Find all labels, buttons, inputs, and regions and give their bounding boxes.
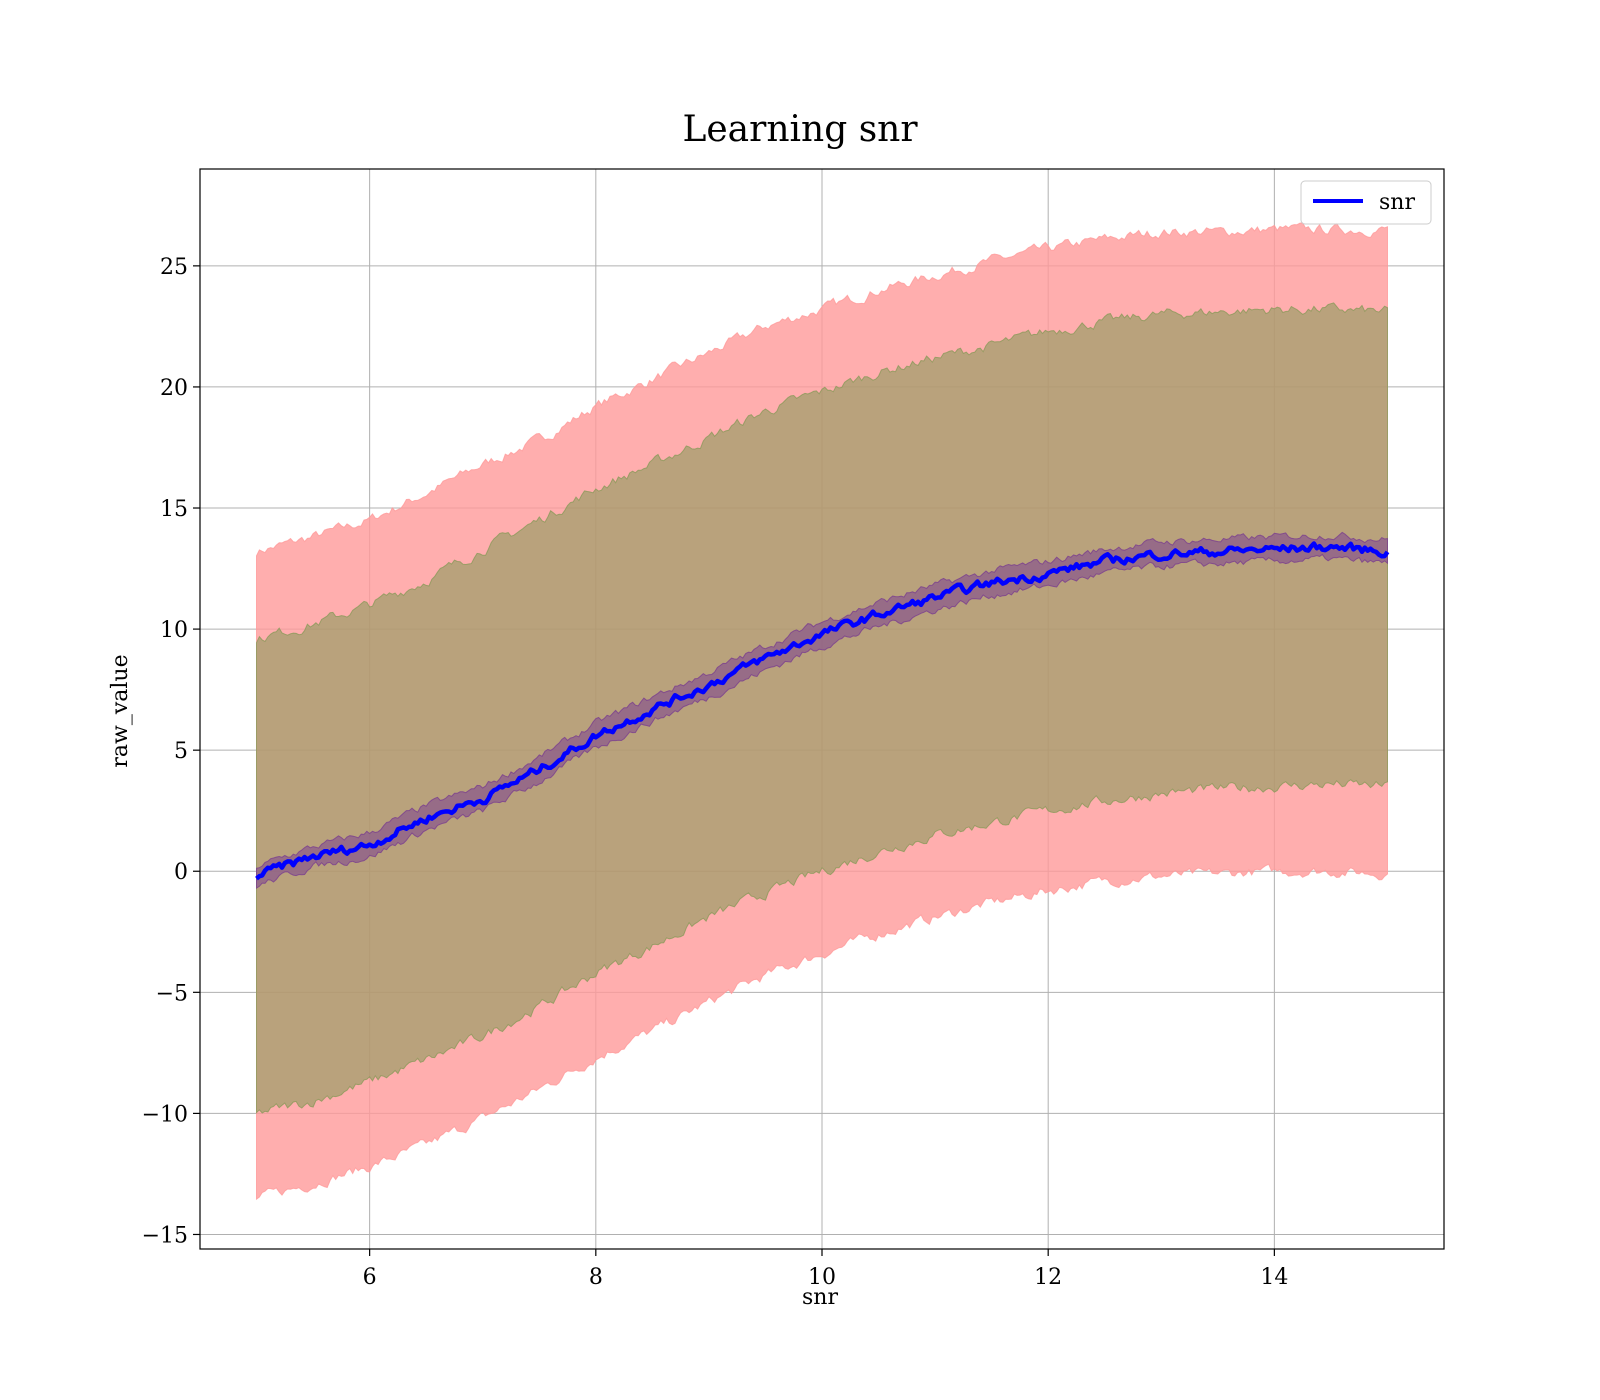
x-tick-label: 14 [1260, 1265, 1288, 1290]
x-axis-label: snr [802, 1285, 838, 1310]
y-tick-label: 10 [160, 618, 188, 643]
x-tick-label: 12 [1034, 1265, 1062, 1290]
y-tick-label: 15 [160, 497, 188, 522]
y-axis-ticks: −15 −10 −5 0 5 10 15 20 25 [142, 255, 200, 1248]
band-inner [256, 531, 1388, 889]
band-layer [256, 222, 1388, 1201]
y-tick-label: 0 [174, 860, 188, 885]
legend: snr [1300, 180, 1432, 225]
y-tick-label: 5 [174, 739, 188, 764]
y-tick-label: 20 [160, 376, 188, 401]
y-tick-label: −5 [156, 981, 188, 1006]
x-tick-label: 8 [589, 1265, 603, 1290]
band-mid [256, 302, 1388, 1114]
y-tick-label: −15 [142, 1223, 188, 1248]
x-axis-ticks: 6 8 10 12 14 [363, 1249, 1288, 1290]
legend-label-snr: snr [1379, 190, 1415, 215]
legend-box [1300, 180, 1432, 225]
x-tick-label: 6 [363, 1265, 377, 1290]
x-tick-label: 10 [808, 1265, 836, 1290]
series-line-snr [255, 541, 1390, 881]
y-axis-label: raw_value [108, 654, 133, 767]
y-tick-label: −10 [142, 1102, 188, 1127]
y-tick-label: 25 [160, 255, 188, 280]
line-layer [255, 541, 1390, 881]
chart-title: Learning snr [682, 109, 918, 150]
